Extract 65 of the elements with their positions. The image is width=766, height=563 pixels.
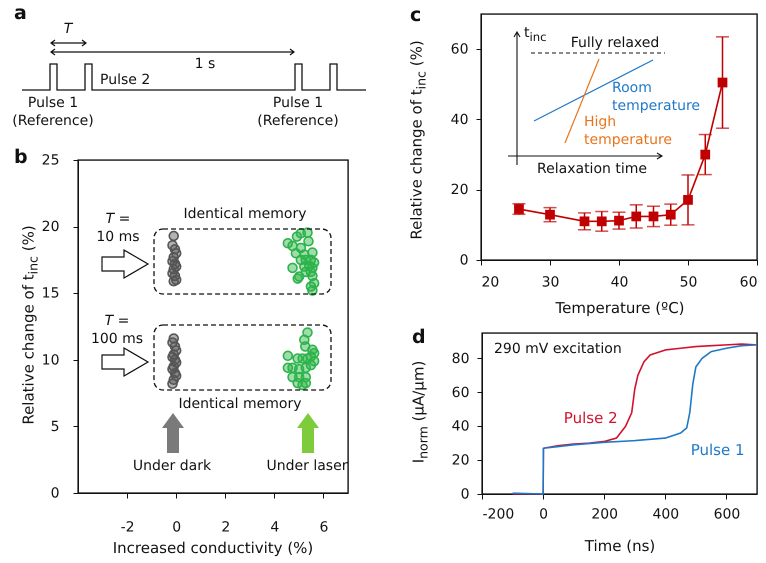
annotation: T = 100 ms [90, 312, 144, 348]
x-tick-label: 4 [270, 520, 280, 536]
x-axis-title: Temperature (ºC) [555, 299, 685, 317]
x-tick-label: 0 [172, 520, 182, 536]
point [303, 236, 314, 247]
y-tick-label: 5 [50, 418, 60, 435]
x-tick-label: 50 [680, 274, 698, 290]
x-tick-label: -200 [482, 506, 514, 522]
annotation: Room temperature [612, 79, 700, 115]
annotation: 290 mV excitation [494, 340, 622, 358]
y-tick-label: 60 [452, 384, 470, 401]
x-tick-label: 30 [542, 274, 560, 290]
y-tick-label: 0 [50, 486, 60, 502]
chart-title: d [412, 326, 426, 348]
annotation: Identical memory [178, 395, 302, 413]
series-label: Pulse 2 [564, 409, 618, 428]
x-tick-label: 600 [714, 506, 740, 522]
annotation: High temperature [584, 113, 672, 149]
y-tick-label: 20 [452, 452, 470, 469]
y-tick-label: 20 [450, 182, 468, 198]
x-tick-label: 200 [591, 506, 618, 522]
y-tick-label: 40 [452, 418, 470, 435]
text: a [14, 2, 27, 24]
annotation: Relaxation time [537, 160, 647, 178]
text: 1 s [194, 55, 216, 73]
y-tick-label: 10 [42, 352, 60, 368]
point [168, 276, 179, 286]
annotation: Identical memory [184, 205, 306, 223]
series-label: Pulse 1 [690, 440, 745, 459]
text: Pulse 2 [100, 71, 150, 89]
annotation: Under dark [132, 457, 212, 475]
chart-title: b [14, 146, 28, 168]
y-tick-label: 0 [460, 486, 470, 502]
y-tick-label: 80 [452, 350, 470, 367]
point [307, 285, 318, 296]
point [167, 378, 178, 390]
x-tick-label: 6 [319, 520, 328, 536]
x-tick-label: 2 [221, 520, 230, 536]
x-tick-label: 0 [539, 506, 548, 522]
y-tick-label: 0 [460, 252, 468, 268]
x-tick-label: -2 [120, 520, 135, 536]
y-tick-label: 25 [42, 152, 60, 168]
point [287, 262, 298, 274]
x-axis-title: Time (ns) [584, 537, 656, 555]
point [168, 230, 179, 242]
y-tick-label: 40 [450, 112, 468, 128]
point [300, 362, 312, 374]
x-axis-title: Increased conductivity (%) [112, 539, 314, 557]
annotation: Fully relaxed [570, 34, 660, 52]
y-tick-label: 20 [42, 219, 60, 236]
text: Pulse 1 (Reference) [257, 94, 339, 130]
annotation: t$_{inc}$ [524, 24, 547, 46]
x-tick-label: 400 [652, 506, 680, 522]
x-tick-label: 20 [482, 274, 500, 290]
point [282, 350, 294, 362]
x-tick-label: 60 [740, 274, 758, 290]
annotation: Under laser [266, 457, 348, 475]
point [300, 378, 312, 388]
y-tick-label: 60 [450, 42, 468, 58]
text: T [64, 20, 72, 38]
x-tick-label: 40 [610, 274, 628, 290]
annotation: T = 10 ms [96, 210, 140, 246]
chart-title: c [410, 4, 422, 26]
y-tick-label: 15 [42, 286, 60, 302]
text: Pulse 1 (Reference) [12, 94, 94, 130]
